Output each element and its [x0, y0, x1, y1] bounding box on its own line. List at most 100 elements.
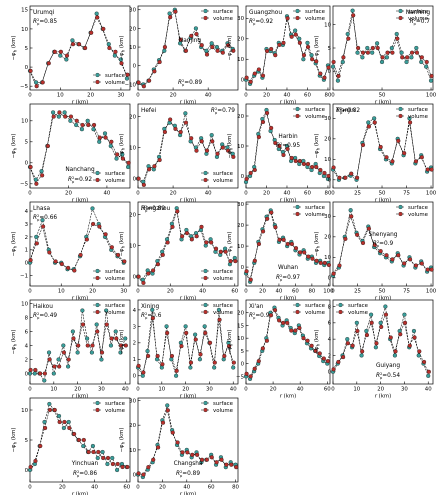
surface-point: [90, 206, 95, 211]
legend-volume-label: volume: [408, 16, 429, 22]
city-name: Shenyang: [369, 232, 398, 238]
x-axis-label: r (km): [72, 296, 89, 302]
volume-point: [101, 26, 106, 31]
volume-point: [61, 350, 67, 355]
volume-point: [252, 366, 257, 371]
surface-point: [99, 357, 104, 362]
volume-point: [395, 36, 400, 41]
legend-volume-marker: [295, 113, 300, 119]
y-tick-label: 15: [21, 8, 28, 14]
surface-point: [375, 41, 380, 46]
volume-point: [429, 73, 434, 79]
volume-point: [355, 175, 360, 180]
volume-point: [244, 75, 249, 80]
volume-point: [289, 34, 294, 39]
legend-surface-marker: [203, 170, 208, 176]
surface-point: [350, 8, 355, 13]
x-tick-label: 50: [379, 289, 386, 295]
surface-point: [354, 320, 359, 325]
volume-point: [168, 15, 173, 20]
x-axis-label: r (km): [375, 198, 392, 204]
y-tick-label: 0: [241, 174, 245, 180]
x-tick-label: 0: [331, 93, 335, 99]
y-tick-label: 10: [324, 255, 331, 261]
volume-point: [165, 330, 170, 336]
volume-point: [424, 59, 429, 65]
axes-frame: [29, 5, 131, 91]
surface-point: [85, 118, 90, 123]
legend-surface-marker: [338, 302, 343, 308]
volume-point: [369, 320, 374, 325]
volume-point: [305, 44, 311, 50]
surface-point: [426, 373, 431, 378]
volume-point: [168, 117, 173, 122]
volume-point: [125, 464, 130, 470]
volume-point: [322, 170, 327, 176]
x-tick-label: 20: [259, 289, 266, 295]
y-axis-label: −φh (km): [227, 36, 234, 61]
volume-point: [189, 237, 194, 242]
x-tick-label: 0: [136, 387, 140, 393]
surface-point: [378, 320, 383, 325]
y-tick-label: 30: [129, 8, 136, 14]
volume-point: [51, 114, 56, 119]
surface-point: [197, 357, 202, 362]
legend-surface-label: surface: [105, 269, 126, 275]
y-tick-label: 4: [133, 308, 137, 314]
volume-point: [309, 343, 314, 348]
surface-point: [150, 307, 155, 312]
legend-surface-label: surface: [408, 107, 429, 113]
surface-point: [373, 345, 378, 350]
volume-point: [268, 313, 274, 318]
volume-point: [331, 165, 336, 170]
surface-point: [47, 401, 52, 407]
volume-point: [217, 317, 222, 322]
volume-point: [113, 49, 118, 54]
y-tick-label: 20: [129, 26, 136, 32]
volume-point: [269, 46, 274, 52]
surface-point: [409, 55, 414, 60]
surface-point: [66, 364, 71, 369]
volume-point: [178, 37, 183, 42]
surface-point: [212, 365, 217, 370]
legend-volume-marker: [398, 15, 403, 21]
volume-point: [80, 322, 86, 327]
y-tick-label: 3: [133, 324, 136, 330]
surface-point: [56, 114, 61, 119]
volume-point: [189, 136, 194, 141]
surface-point: [389, 45, 394, 51]
volume-point: [390, 257, 395, 262]
volume-point: [366, 124, 371, 129]
r2-annotation: R2 p=0.49: [33, 311, 57, 320]
volume-point: [231, 360, 236, 365]
x-tick-label: 100: [426, 93, 436, 99]
volume-point: [95, 329, 100, 334]
surface-point: [145, 348, 150, 354]
volume-point: [343, 236, 348, 241]
volume-point: [234, 465, 239, 470]
legend-surface-label: surface: [213, 303, 234, 309]
y-tick-label: 30: [129, 398, 136, 404]
y-tick-label: 20: [237, 37, 244, 43]
volume-point: [325, 359, 330, 364]
volume-point: [52, 49, 57, 54]
volume-point: [152, 69, 157, 74]
volume-point: [40, 173, 45, 178]
x-axis-label: r (km): [280, 198, 297, 204]
volume-point: [103, 135, 108, 140]
volume-point: [78, 252, 83, 258]
y-tick-label: −10: [125, 82, 137, 88]
surface-point: [70, 329, 75, 334]
volume-point: [84, 237, 89, 242]
volume-point: [390, 159, 395, 164]
x-axis-label: r (km): [72, 394, 89, 400]
volume-point: [413, 263, 419, 268]
legend-surface-marker: [295, 302, 300, 308]
volume-point: [155, 353, 160, 359]
